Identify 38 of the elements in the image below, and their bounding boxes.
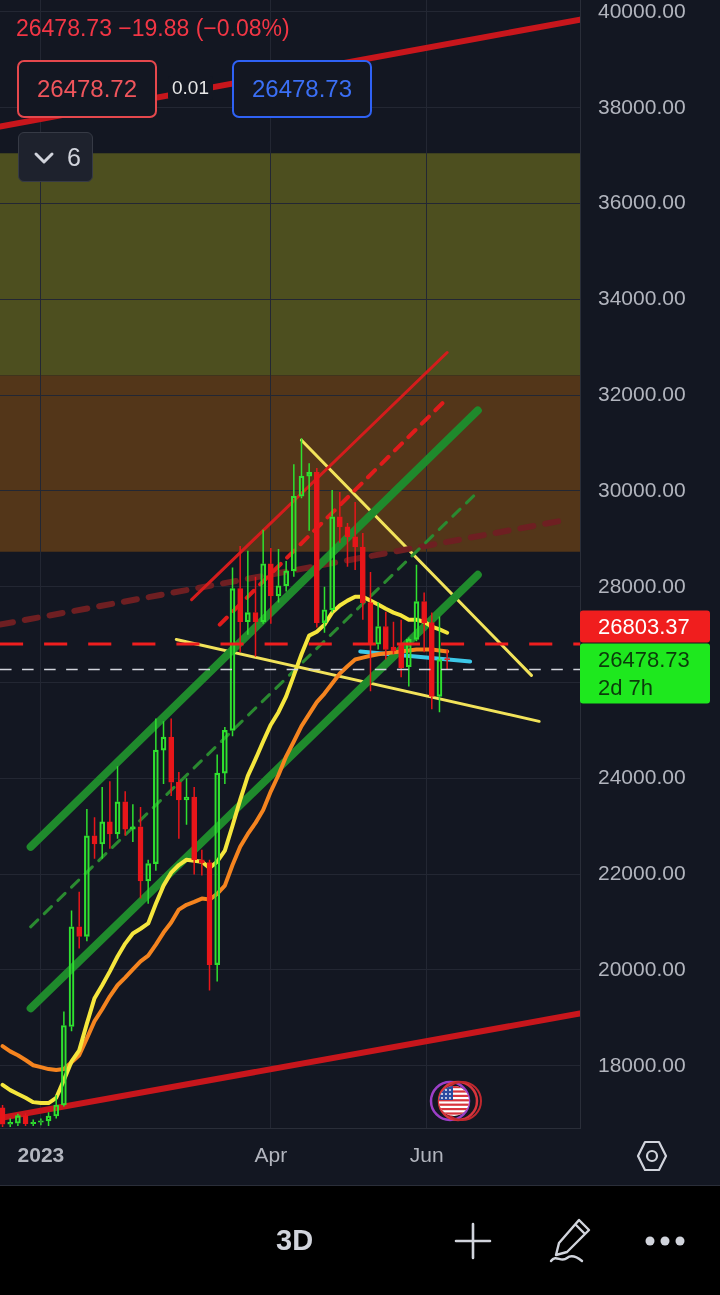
price-button[interactable]: 26478.72 xyxy=(17,60,157,118)
candlestick xyxy=(168,717,175,797)
y-tick-label: 40000.00 xyxy=(598,0,686,22)
y-tick-label: 22000.00 xyxy=(598,860,686,884)
x-tick-label: Jun xyxy=(409,1143,444,1167)
annotation: 26478.72 xyxy=(36,75,138,103)
y-tick-label: 18000.00 xyxy=(598,1052,686,1076)
candlestick xyxy=(359,532,366,621)
candlestick xyxy=(122,790,129,837)
candlestick xyxy=(336,491,343,544)
annotation: 0.01 xyxy=(168,76,213,100)
annotation: 6 xyxy=(67,143,81,171)
candlestick xyxy=(107,780,113,850)
candlestick xyxy=(191,786,198,876)
y-tick-label: 34000.00 xyxy=(598,286,686,310)
candlestick xyxy=(352,501,358,571)
candlestick xyxy=(199,848,205,877)
dropdown-button[interactable]: 6 xyxy=(18,132,93,182)
x-tick-label: Apr xyxy=(254,1143,288,1167)
candlestick xyxy=(421,591,427,654)
x-tick-label: 2023 xyxy=(17,1143,65,1167)
text: 26478.73 2d 7h xyxy=(598,646,690,700)
candlestick xyxy=(76,891,83,950)
y-tick-label: 20000.00 xyxy=(598,956,686,980)
y-tick-label: 32000.00 xyxy=(598,381,686,405)
text: 3D xyxy=(276,1223,314,1257)
y-tick-label: 30000.00 xyxy=(598,477,686,501)
price-button[interactable]: 26478.73 xyxy=(232,60,372,118)
candlestick xyxy=(428,611,435,711)
annotation: 26478.73 xyxy=(251,75,353,103)
y-tick-label: 28000.00 xyxy=(598,573,686,597)
candlestick xyxy=(176,771,182,840)
y-tick-label: 24000.00 xyxy=(598,765,686,789)
annotation: 26478.73 −19.88 (−0.08%) xyxy=(16,14,290,42)
y-tick-label: 38000.00 xyxy=(598,94,686,118)
candlestick xyxy=(382,610,389,661)
ref-line-label: 26803.37 xyxy=(598,613,690,639)
y-tick-label: 36000.00 xyxy=(598,190,686,214)
